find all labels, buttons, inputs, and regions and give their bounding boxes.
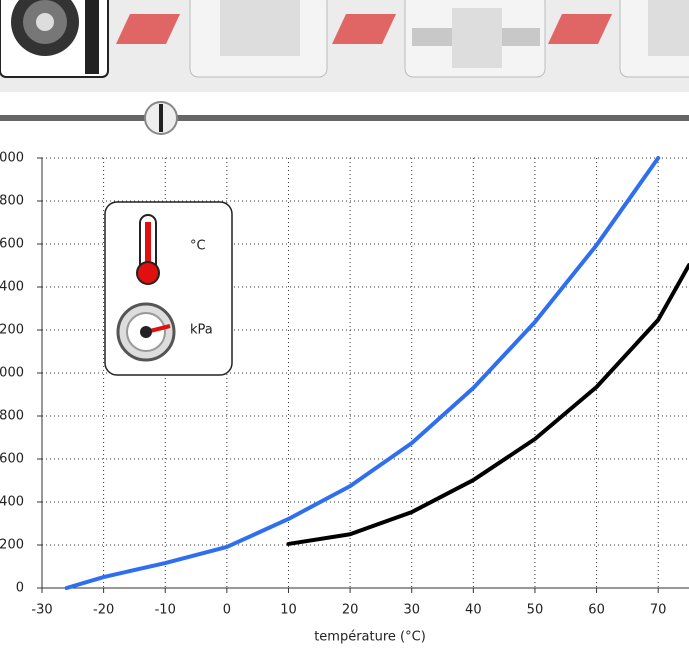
x-tick-label: 10 bbox=[280, 603, 297, 618]
flow-arrow bbox=[548, 14, 612, 44]
x-tick-label: 50 bbox=[527, 603, 544, 618]
x-tick-label: 60 bbox=[588, 603, 605, 618]
flow-arrow bbox=[116, 14, 180, 44]
y-tick-label: 1800 bbox=[0, 194, 24, 209]
data-line bbox=[286, 263, 689, 546]
component-thumb[interactable] bbox=[619, 0, 689, 78]
y-tick-label: 1400 bbox=[0, 280, 24, 295]
y-tick-label: 400 bbox=[0, 495, 24, 510]
x-tick-label: -30 bbox=[31, 603, 52, 618]
plot: -30 -20 -10 0 10 20 30 40 50 60 70 0 200 400 600 800 100… bbox=[0, 151, 689, 618]
y-tick-label: 600 bbox=[0, 452, 24, 467]
x-tick-label: 30 bbox=[403, 603, 420, 618]
x-tick-label: 0 bbox=[223, 603, 231, 618]
unit-label: °C bbox=[190, 239, 206, 254]
y-tick-label: 200 bbox=[0, 538, 24, 553]
slider-track bbox=[0, 115, 689, 121]
x-tick-label: -10 bbox=[155, 603, 176, 618]
flow-arrow bbox=[332, 14, 396, 44]
slider-knob[interactable] bbox=[144, 101, 178, 135]
y-tick-label: 0 bbox=[16, 581, 24, 596]
unit-legend: °C kPa bbox=[104, 201, 233, 376]
x-tick-label: 70 bbox=[650, 603, 667, 618]
component-thumb[interactable] bbox=[189, 0, 328, 78]
component-thumb[interactable] bbox=[0, 0, 109, 78]
x-tick-label: -20 bbox=[93, 603, 114, 618]
y-tick-label: 1200 bbox=[0, 323, 24, 338]
y-tick-label: 1600 bbox=[0, 237, 24, 252]
y-tick-label: 800 bbox=[0, 409, 24, 424]
data-line bbox=[64, 156, 661, 590]
unit-label: kPa bbox=[190, 323, 213, 338]
y-tick-label: 2000 bbox=[0, 151, 24, 166]
x-tick-label: 20 bbox=[342, 603, 359, 618]
y-tick-label: 1000 bbox=[0, 366, 24, 381]
x-tick-label: 40 bbox=[465, 603, 482, 618]
component-thumb[interactable] bbox=[404, 0, 546, 78]
x-axis-label: température (°C) bbox=[314, 630, 426, 645]
